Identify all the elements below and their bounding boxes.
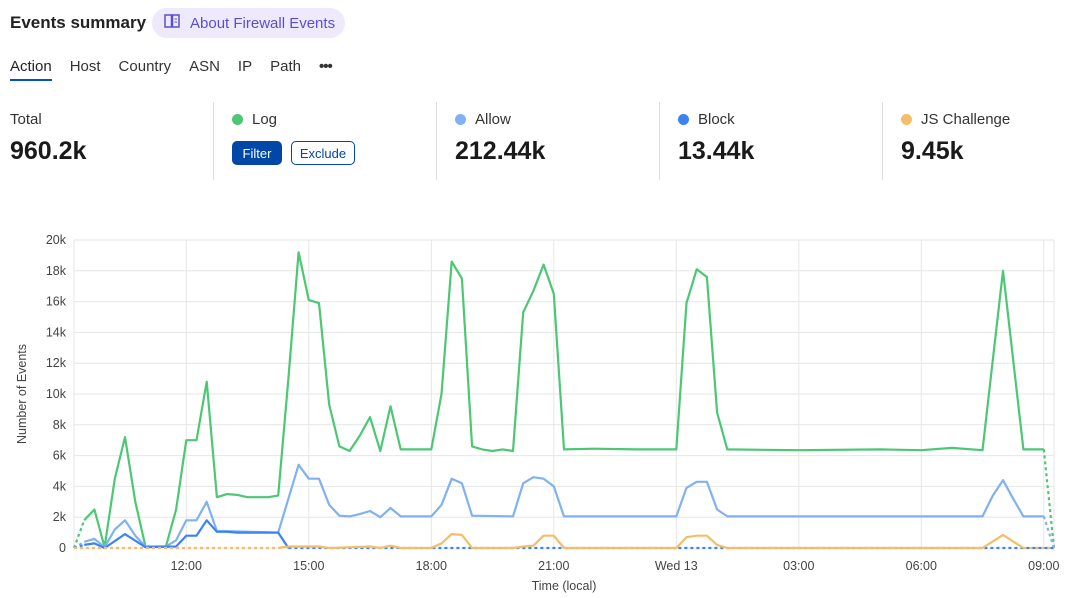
y-tick-label: 6k (53, 449, 67, 463)
more-tabs-button[interactable]: ••• (318, 58, 333, 75)
exclude-button[interactable]: Exclude (291, 141, 355, 165)
stat-total: Total 960.2k (10, 102, 86, 180)
tab-path[interactable]: Path (270, 58, 301, 75)
tab-country[interactable]: Country (118, 58, 172, 75)
log-series-end-dashed (1042, 449, 1056, 549)
tab-action[interactable]: Action (10, 58, 52, 81)
stat-js-challenge[interactable]: JS Challenge 9.45k (901, 102, 1010, 180)
tab-ip[interactable]: IP (237, 58, 253, 75)
book-icon (164, 14, 180, 32)
stat-log-label: Log (252, 111, 278, 128)
stat-allow[interactable]: Allow 212.44k (455, 102, 545, 180)
filter-button[interactable]: Filter (232, 141, 282, 165)
stat-block-value: 13.44k (678, 137, 755, 165)
divider (659, 102, 660, 180)
y-tick-label: 12k (46, 356, 67, 370)
block-series-line (84, 519, 290, 550)
stat-allow-value: 212.44k (455, 137, 546, 165)
x-tick-label: 09:00 (1028, 559, 1059, 573)
y-axis-label: Number of Events (15, 344, 29, 444)
divider (882, 102, 883, 180)
about-firewall-events-button[interactable]: About Firewall Events (152, 8, 346, 38)
stat-js-value: 9.45k (901, 137, 964, 165)
x-tick-label: 03:00 (783, 559, 814, 573)
allow-series-end-dashed (1042, 516, 1056, 549)
y-tick-label: 20k (46, 233, 67, 247)
allow-legend-dot (455, 114, 466, 125)
block-legend-dot (678, 114, 689, 125)
js-challenge-legend-dot (901, 114, 912, 125)
log-series-line (83, 251, 1044, 549)
y-tick-label: 2k (53, 510, 67, 524)
log-series-start-dashed (72, 519, 86, 549)
js-challenge-series-line (278, 533, 1024, 550)
divider (213, 102, 214, 180)
y-tick-label: 16k (46, 295, 67, 309)
x-tick-label: Wed 13 (655, 559, 698, 573)
stat-block[interactable]: Block 13.44k (678, 102, 754, 180)
dimension-tabs: Action Host Country ASN IP Path ••• (10, 58, 333, 81)
x-tick-label: 21:00 (538, 559, 569, 573)
y-tick-label: 0 (59, 541, 66, 555)
page-title: Events summary (10, 13, 147, 32)
tab-host[interactable]: Host (69, 58, 101, 75)
stat-log[interactable]: Log (232, 102, 277, 180)
divider (436, 102, 437, 180)
y-tick-label: 14k (46, 325, 67, 339)
stat-total-label: Total (10, 111, 42, 128)
y-tick-label: 10k (46, 387, 67, 401)
stat-block-label: Block (698, 111, 735, 128)
x-axis-label: Time (local) (532, 579, 597, 593)
stat-allow-label: Allow (475, 111, 511, 128)
y-tick-label: 18k (46, 264, 67, 278)
x-tick-label: 12:00 (171, 559, 202, 573)
y-tick-label: 8k (53, 418, 67, 432)
y-tick-label: 4k (53, 479, 67, 493)
stat-js-label: JS Challenge (921, 111, 1011, 128)
allow-series-line (83, 463, 1044, 549)
log-legend-dot (232, 114, 243, 125)
tab-asn[interactable]: ASN (189, 58, 220, 75)
about-label: About Firewall Events (190, 14, 336, 32)
x-tick-label: 06:00 (906, 559, 937, 573)
x-tick-label: 15:00 (293, 559, 324, 573)
x-tick-label: 18:00 (416, 559, 447, 573)
stat-total-value: 960.2k (10, 137, 87, 165)
